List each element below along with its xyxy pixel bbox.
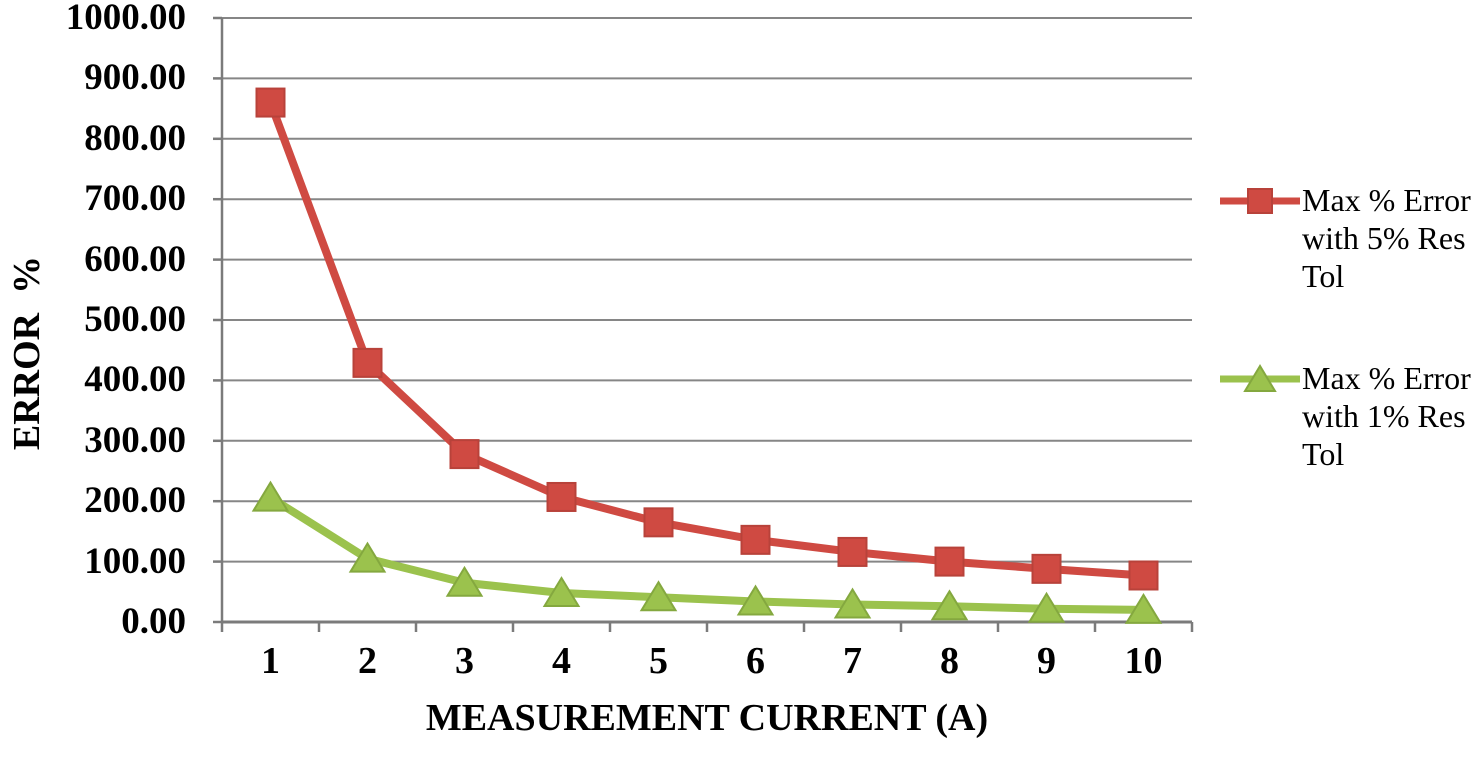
legend-triangle-marker-icon [1220, 364, 1300, 392]
data-point-marker [445, 565, 484, 597]
series-line-1 [266, 493, 1148, 614]
x-axis-title: MEASUREMENT CURRENT (A) [425, 697, 989, 739]
x-tick-label: 8 [940, 640, 959, 682]
data-point-marker [348, 541, 387, 573]
y-tick-label: 900.00 [84, 57, 186, 99]
x-tick-label: 1 [261, 640, 280, 682]
data-point-marker [1124, 592, 1163, 624]
y-tick-label: 0.00 [121, 601, 186, 642]
x-tick-label: 7 [843, 640, 862, 682]
y-tick-label: 600.00 [84, 238, 186, 280]
data-point-marker [1031, 553, 1062, 584]
y-tick-label: 700.00 [84, 178, 186, 220]
data-point-marker [255, 87, 286, 118]
data-point-marker [639, 580, 678, 612]
data-point-marker [352, 347, 383, 378]
legend-square-marker-icon [1220, 188, 1300, 214]
legend-entry-1pct: Max % Error with 1% Res Tol [1218, 359, 1484, 473]
legend-label-5pct: Max % Error with 5% Res Tol [1302, 182, 1471, 294]
data-point-marker [1027, 591, 1066, 623]
y-tick-label: 200.00 [84, 480, 186, 522]
data-point-marker [542, 576, 581, 608]
x-tick-label: 2 [358, 640, 377, 682]
x-tick-label: 4 [552, 640, 571, 682]
y-tick-label: 500.00 [84, 299, 186, 340]
x-tick-label: 5 [649, 640, 668, 682]
data-point-marker [1128, 560, 1159, 591]
x-tick-label: 9 [1037, 640, 1056, 682]
data-point-marker [736, 584, 775, 616]
data-point-marker [837, 536, 868, 567]
x-tick-label: 10 [1124, 640, 1163, 682]
data-point-marker [930, 589, 969, 621]
data-point-marker [833, 587, 872, 619]
data-point-marker [546, 481, 577, 512]
data-point-marker [251, 480, 290, 512]
y-tick-label: 300.00 [84, 419, 186, 461]
y-axis-title: ERROR % [6, 255, 48, 451]
x-tick-label: 3 [455, 640, 474, 682]
data-point-marker [740, 524, 771, 555]
y-tick-label: 1000.00 [65, 0, 186, 38]
x-tick-label: 6 [746, 640, 765, 682]
y-tick-label: 800.00 [84, 117, 186, 159]
data-point-marker [934, 546, 965, 577]
y-tick-label: 400.00 [84, 359, 186, 401]
y-tick-label: 100.00 [84, 540, 186, 582]
legend: Max % Error with 5% Res Tol Max % Error … [1218, 181, 1484, 537]
legend-label-1pct: Max % Error with 1% Res Tol [1302, 360, 1471, 472]
data-point-marker [449, 439, 480, 470]
data-point-marker [643, 507, 674, 538]
legend-entry-5pct: Max % Error with 5% Res Tol [1218, 181, 1484, 295]
series-line-0 [266, 98, 1148, 580]
